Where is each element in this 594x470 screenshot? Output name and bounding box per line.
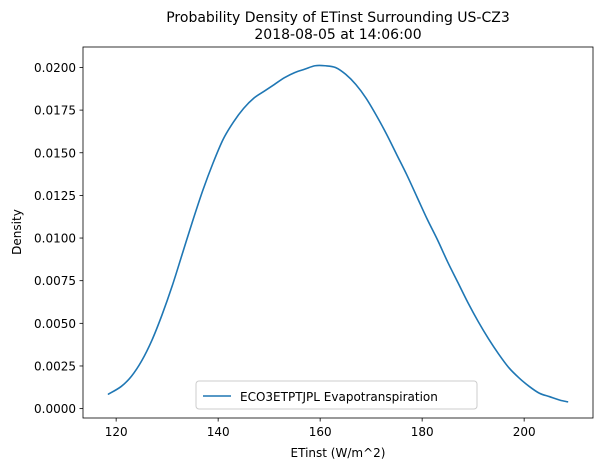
y-tick-label: 0.0050 [34,317,76,331]
x-axis-label: ETinst (W/m^2) [291,446,386,460]
y-tick-label: 0.0100 [34,232,76,246]
y-axis-ticks: 0.0000 0.0025 0.0050 0.0075 0.0100 0.0125 0.01… [34,61,83,416]
x-tick-label: 120 [105,425,128,439]
y-tick-label: 0.0200 [34,61,76,75]
y-axis-label: Density [10,209,24,255]
x-axis-ticks: 120 140 160 180 200 [105,418,536,439]
plot-frame [82,46,594,419]
chart-title: Probability Density of ETinst Surroundin… [166,10,510,26]
y-tick-label: 0.0125 [34,189,76,203]
density-line [107,64,569,403]
y-tick-label: 0.0150 [34,146,76,160]
x-tick-label: 140 [207,425,230,439]
legend-box [195,380,478,410]
x-tick-label: 180 [411,425,434,439]
y-tick-label: 0.0025 [34,359,76,373]
legend-label: ECO3ETPTJPL Evapotranspiration [240,390,438,404]
legend: ECO3ETPTJPL Evapotranspiration [195,380,478,410]
x-tick-label: 160 [309,425,332,439]
series-layer [107,64,569,403]
y-tick-label: 0.0075 [34,274,76,288]
x-tick-label: 200 [513,425,536,439]
y-tick-label: 0.0175 [34,104,76,118]
chart-subtitle: 2018-08-05 at 14:06:00 [254,27,421,43]
y-tick-label: 0.0000 [34,402,76,416]
